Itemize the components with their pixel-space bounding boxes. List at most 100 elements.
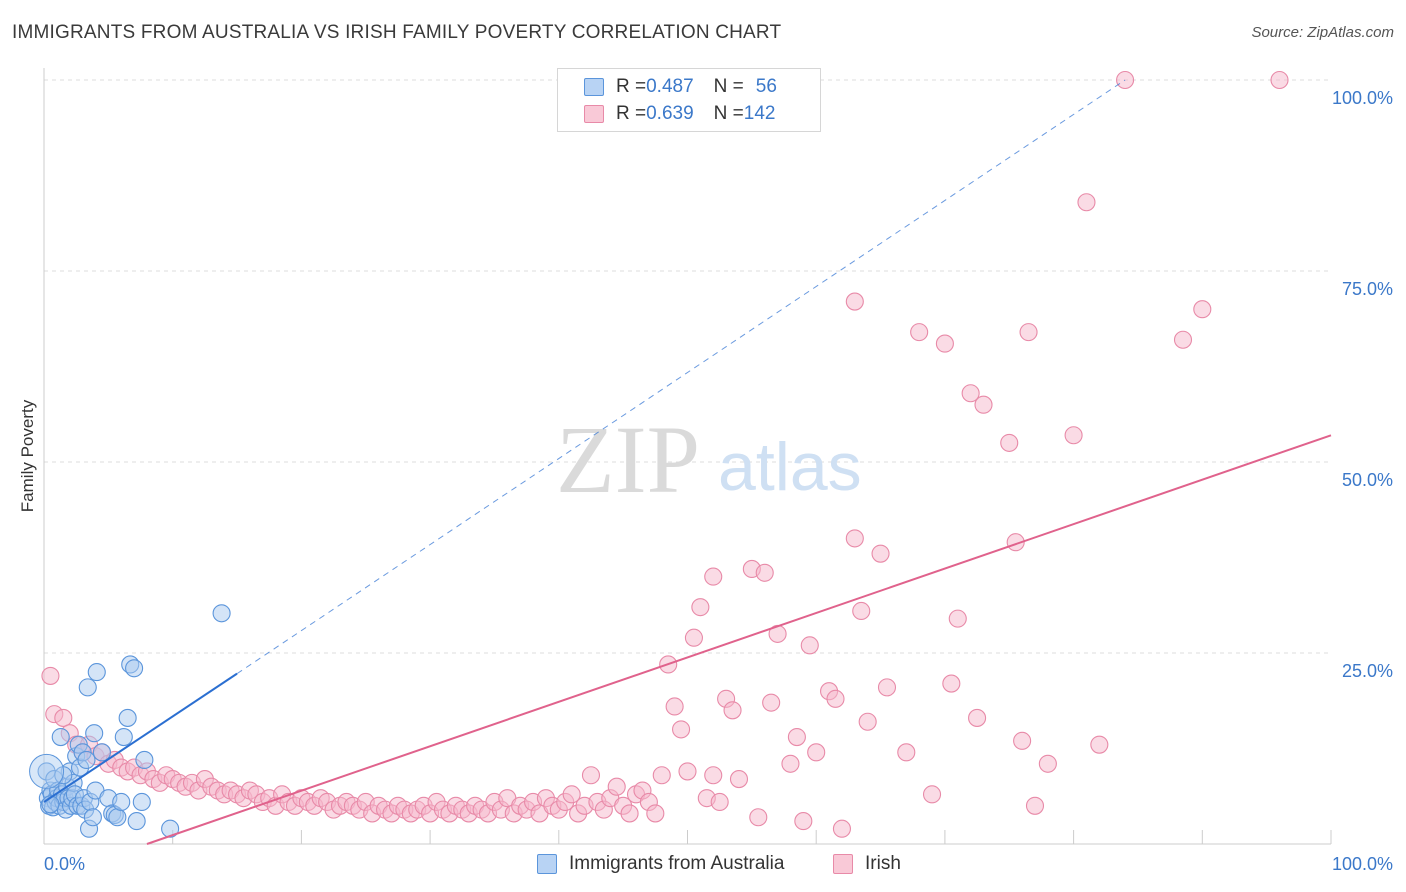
australia-point-large bbox=[29, 753, 65, 789]
irish-point bbox=[961, 384, 980, 403]
irish-point bbox=[1064, 426, 1083, 445]
chart-title: IMMIGRANTS FROM AUSTRALIA VS IRISH FAMIL… bbox=[12, 22, 782, 43]
legend-r-value: 0.487 bbox=[646, 76, 694, 97]
irish-point bbox=[620, 804, 639, 823]
irish-point bbox=[800, 636, 819, 655]
australia-point bbox=[161, 819, 180, 838]
irish-point bbox=[948, 609, 967, 628]
australia-point bbox=[77, 750, 96, 770]
watermark-zip: ZIP bbox=[556, 406, 700, 513]
legend-row-irish: R = 0.639 N = 142 bbox=[584, 101, 775, 127]
irish-point bbox=[1019, 323, 1038, 342]
irish-point bbox=[723, 701, 742, 720]
irish-point bbox=[1270, 70, 1289, 90]
australia-point bbox=[112, 792, 131, 812]
irish-point bbox=[755, 563, 774, 582]
australia-point bbox=[92, 743, 111, 762]
irish-point bbox=[858, 712, 877, 731]
irish-point bbox=[845, 292, 864, 311]
tick-labels: 25.0% 50.0% 75.0% 100.0% 0.0% 100.0% bbox=[44, 88, 1393, 874]
australia-point bbox=[83, 808, 102, 827]
irish-point bbox=[41, 666, 60, 685]
grid-lines bbox=[44, 79, 1331, 654]
irish-point bbox=[684, 628, 703, 647]
australia-point bbox=[125, 659, 144, 678]
irish-point bbox=[581, 766, 601, 785]
legend-swatch-pink bbox=[584, 105, 604, 123]
australia-point bbox=[212, 604, 231, 623]
irish-point bbox=[807, 743, 826, 762]
irish-point bbox=[935, 334, 954, 353]
irish-point bbox=[942, 674, 961, 693]
legend-r-label: R = bbox=[616, 103, 647, 124]
legend-r-value: 0.639 bbox=[646, 103, 694, 124]
irish-point bbox=[1077, 193, 1096, 212]
irish-point bbox=[704, 766, 723, 785]
legend-item-irish[interactable]: Irish bbox=[833, 850, 901, 878]
legend-swatch-pink bbox=[833, 854, 853, 874]
irish-point bbox=[826, 689, 845, 708]
irish-point bbox=[665, 697, 684, 716]
legend-item-australia[interactable]: Immigrants from Australia bbox=[537, 850, 784, 878]
y-tick-label: 50.0% bbox=[1342, 470, 1393, 490]
australia-point bbox=[127, 812, 146, 831]
legend-swatch-blue bbox=[584, 78, 604, 96]
irish-point bbox=[562, 785, 581, 804]
australia-point bbox=[87, 663, 106, 682]
irish-point bbox=[729, 770, 749, 789]
irish-point bbox=[749, 808, 768, 827]
legend-r-label: R = bbox=[616, 76, 647, 97]
irish-point bbox=[672, 720, 691, 739]
irish-point bbox=[974, 395, 993, 414]
y-tick-label: 25.0% bbox=[1342, 661, 1393, 681]
australia-point bbox=[85, 724, 104, 743]
australia-trend-line bbox=[43, 672, 238, 803]
legend-n-label: N = bbox=[713, 103, 744, 124]
irish-point bbox=[54, 708, 73, 727]
australia-trend-extension bbox=[236, 79, 1126, 675]
australia-point bbox=[114, 727, 133, 747]
trend-lines bbox=[43, 79, 1332, 845]
irish-point bbox=[691, 598, 710, 617]
stats-legend: R = 0.487 N = 56 R = 0.639 N = 142 bbox=[557, 68, 821, 132]
irish-point bbox=[646, 804, 665, 823]
legend-label-irish: Irish bbox=[865, 853, 901, 874]
source-label: Source: ZipAtlas.com bbox=[1251, 24, 1394, 41]
irish-point bbox=[832, 819, 851, 838]
australia-point bbox=[118, 708, 137, 727]
australia-point bbox=[78, 678, 97, 697]
legend-row-australia: R = 0.487 N = 56 bbox=[584, 74, 777, 100]
series-legend: Immigrants from Australia Irish bbox=[0, 850, 1406, 878]
irish-point bbox=[1173, 330, 1193, 349]
irish-point bbox=[652, 766, 671, 785]
legend-n-label: N = bbox=[713, 76, 744, 97]
australia-points bbox=[29, 604, 231, 838]
y-tick-label: 100.0% bbox=[1332, 88, 1393, 108]
legend-n-value: 142 bbox=[743, 103, 776, 124]
watermark-atlas: atlas bbox=[718, 429, 862, 505]
axes bbox=[43, 68, 1332, 845]
watermark: ZIP atlas bbox=[556, 406, 862, 513]
legend-label-australia: Immigrants from Australia bbox=[569, 853, 785, 874]
irish-point bbox=[1090, 735, 1109, 754]
irish-point bbox=[710, 792, 729, 812]
irish-point bbox=[762, 693, 781, 712]
x-tick-label: 100.0% bbox=[1332, 854, 1393, 874]
irish-point bbox=[781, 754, 800, 773]
irish-point bbox=[794, 812, 813, 831]
irish-point bbox=[852, 601, 871, 621]
irish-point bbox=[704, 567, 723, 586]
legend-n-value: 56 bbox=[755, 76, 777, 97]
irish-point bbox=[877, 678, 897, 697]
irish-point bbox=[968, 708, 987, 727]
irish-point bbox=[678, 762, 697, 781]
legend-swatch-blue bbox=[537, 854, 557, 874]
irish-point bbox=[845, 529, 864, 548]
irish-point bbox=[787, 727, 806, 747]
irish-point bbox=[910, 323, 929, 342]
irish-point bbox=[607, 777, 626, 796]
irish-point bbox=[1025, 796, 1045, 815]
australia-point bbox=[132, 792, 151, 812]
australia-point bbox=[51, 727, 70, 747]
